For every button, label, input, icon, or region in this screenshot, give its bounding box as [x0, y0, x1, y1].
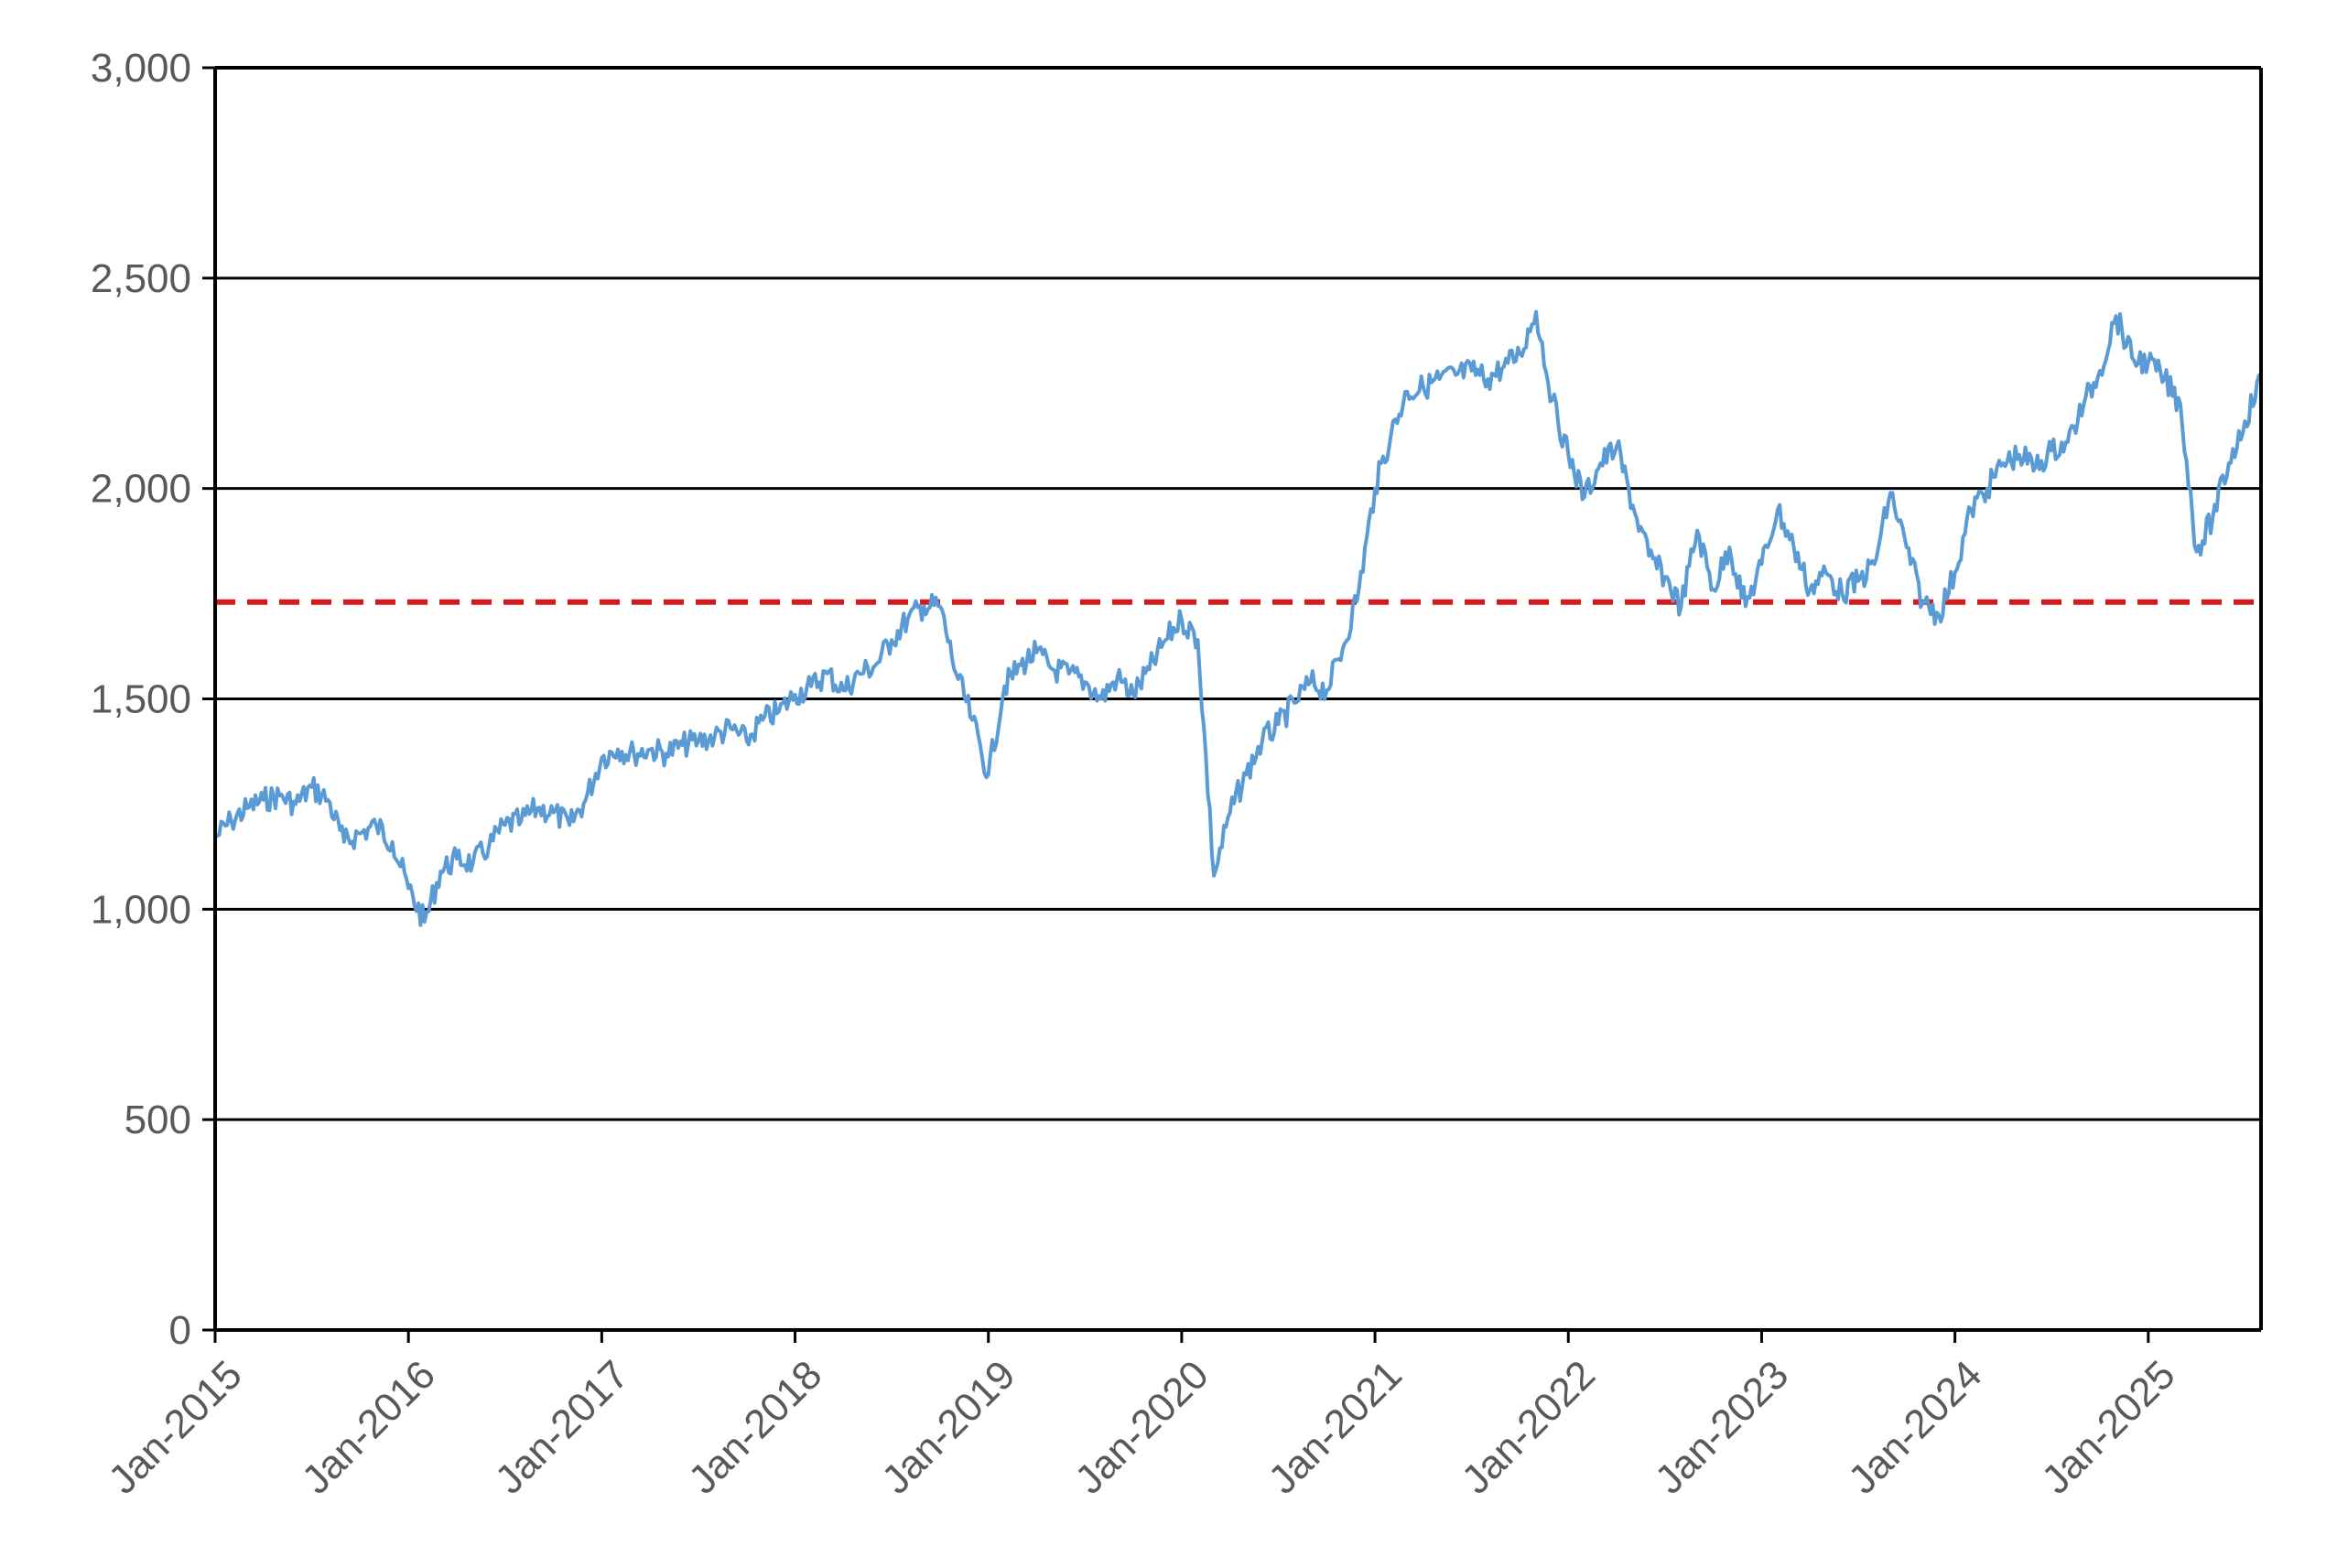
y-tick-label: 1,000	[91, 887, 191, 932]
axes	[213, 66, 2263, 1332]
y-tick-label: 3,000	[91, 46, 191, 91]
x-tick-label: Jan-2018	[680, 1352, 830, 1502]
x-tick-label: Jan-2015	[100, 1352, 250, 1502]
gridlines	[202, 66, 2261, 1343]
x-axis-tick-labels: Jan-2015 Jan-2016 Jan-2017 Jan-2018 Jan-2019…	[100, 1352, 2183, 1502]
x-tick-label: Jan-2025	[2033, 1352, 2183, 1502]
x-tick-label: Jan-2024	[1840, 1352, 1990, 1502]
x-tick-label: Jan-2019	[873, 1352, 1023, 1502]
series-line-0	[213, 309, 2263, 927]
y-tick-label: 1,500	[91, 677, 191, 722]
x-tick-label: Jan-2021	[1260, 1352, 1411, 1502]
y-axis-tick-labels: 0 500 1,000 1,500 2,000 2,500 3,000	[91, 46, 191, 1353]
series-layer	[213, 309, 2263, 927]
x-tick-label: Jan-2017	[487, 1352, 637, 1502]
x-tick-label: Jan-2023	[1647, 1352, 1797, 1502]
y-tick-label: 2,500	[91, 256, 191, 301]
y-tick-label: 500	[124, 1098, 191, 1142]
x-tick-label: Jan-2020	[1066, 1352, 1217, 1502]
x-tick-label: Jan-2022	[1454, 1352, 1604, 1502]
x-tick-label: Jan-2016	[294, 1352, 444, 1502]
y-tick-label: 0	[169, 1308, 191, 1353]
y-tick-label: 2,000	[91, 467, 191, 512]
